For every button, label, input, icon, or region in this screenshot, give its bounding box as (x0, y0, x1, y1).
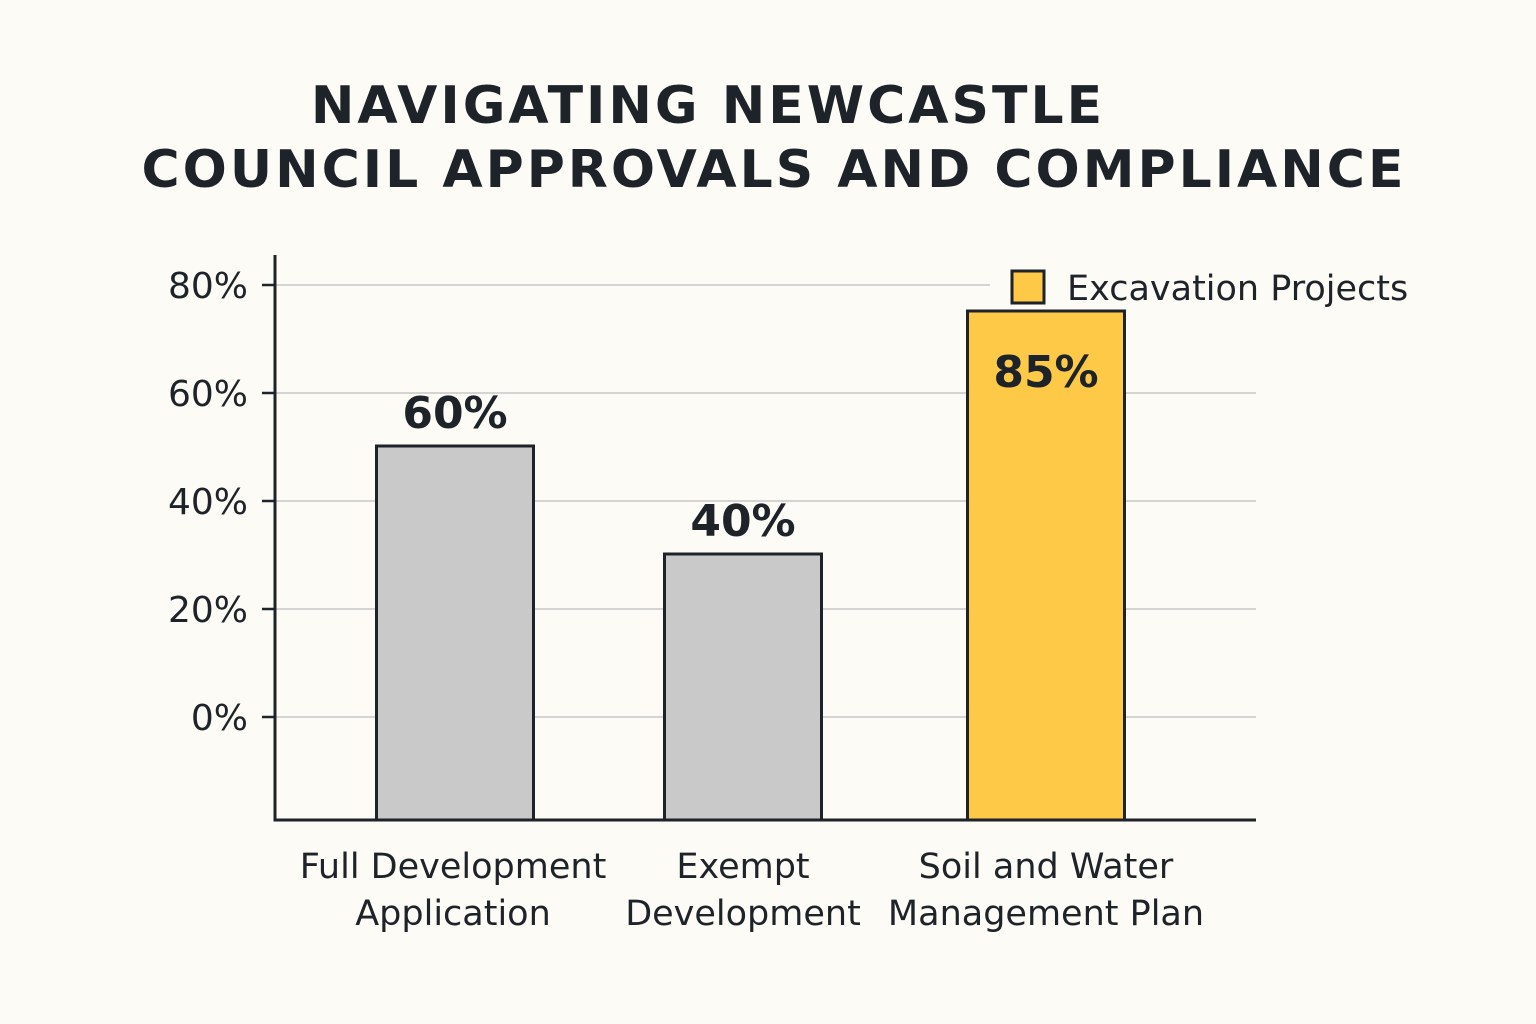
y-tick-label: 0% (191, 698, 248, 739)
legend-swatch (1010, 269, 1046, 305)
y-tick-label: 60% (168, 374, 248, 415)
bar (663, 552, 823, 822)
x-category-label: Full Development (300, 847, 607, 887)
y-tick-label: 80% (168, 266, 248, 307)
y-tick-label: 40% (168, 482, 248, 523)
x-category-label: Exempt (676, 847, 809, 887)
chart-title-line-1: NAVIGATING NEWCASTLE (310, 76, 1106, 136)
x-category-label: Development (625, 894, 861, 934)
bar (966, 309, 1126, 822)
data-label: 85% (993, 347, 1098, 398)
x-category-label: Application (355, 894, 551, 934)
chart-title-line-2: COUNCIL APPROVALS AND COMPLIANCE (141, 140, 1407, 200)
y-tick-label: 20% (168, 590, 248, 631)
data-label: 60% (402, 388, 507, 439)
x-category-label: Soil and Water (919, 847, 1174, 887)
x-category-label: Management Plan (888, 894, 1204, 934)
bar (375, 444, 535, 822)
legend-label: Excavation Projects (1067, 269, 1408, 309)
data-label: 40% (690, 496, 795, 547)
